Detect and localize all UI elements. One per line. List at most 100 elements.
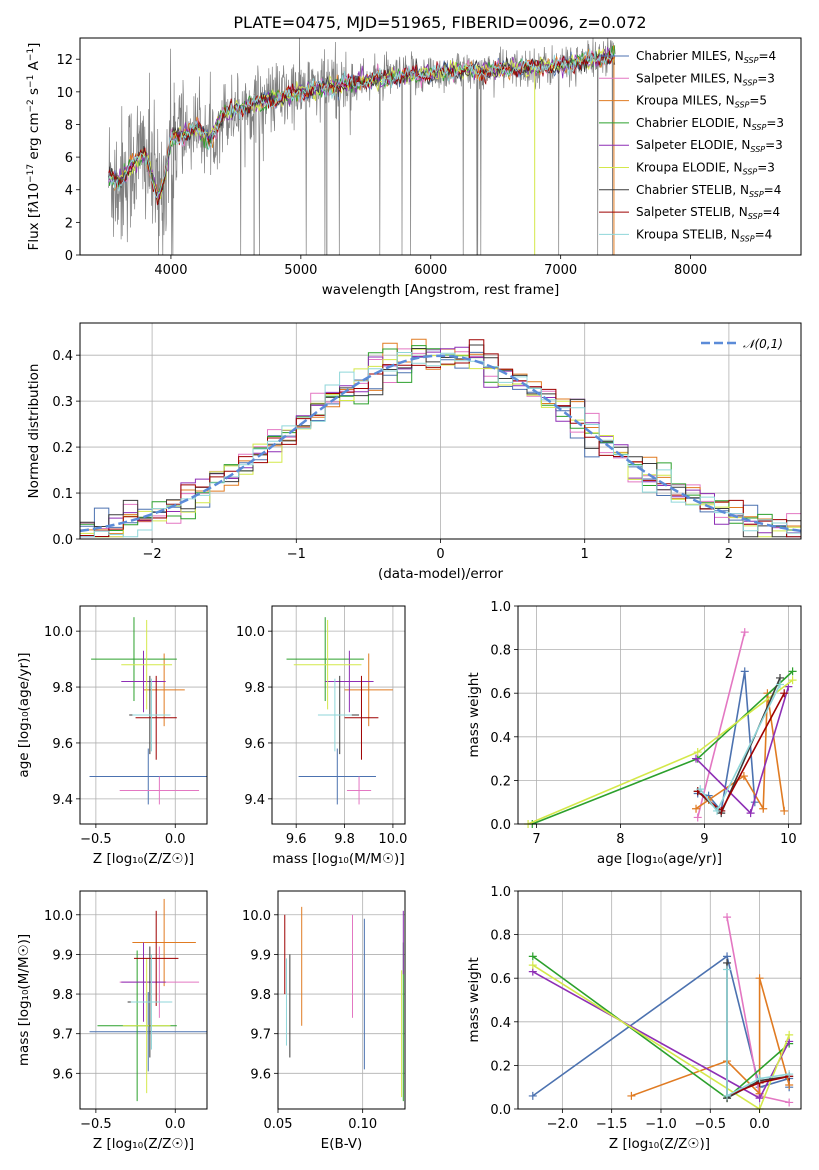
panels: 4000 5000 6000 7000 8000024681012wavelength … [16, 37, 802, 1152]
x-axis-label: Z [log₁₀(Z/Z☉)] [93, 1136, 194, 1152]
x-tick-label: 9 [700, 832, 708, 847]
y-tick-label: 9.8 [244, 681, 265, 696]
weight-marker [723, 1091, 732, 1100]
legend-text: Chabrier MILES, N [636, 49, 744, 63]
y-axis-label: mass weight [466, 957, 482, 1042]
model-spectrum [108, 48, 616, 199]
weight-marker [528, 952, 537, 961]
y-tick-label: 9.7 [250, 1028, 271, 1043]
y-tick-label: 9.9 [52, 948, 73, 963]
x-tick-label: 0.10 [348, 1117, 377, 1132]
y-tick-label: 10.0 [44, 909, 73, 924]
weight-marker [759, 804, 768, 813]
x-tick-label: 9.8 [334, 832, 355, 847]
axes-frame [79, 37, 802, 256]
y-axis-label: mass weight [466, 672, 482, 757]
y-tick-label: 0.8 [490, 929, 511, 944]
weight-marker [780, 806, 789, 815]
legend-subscript: SSP [743, 168, 758, 177]
legend-text: Salpeter ELODIE, N [636, 138, 750, 152]
x-axis-label: (data-model)/error [378, 566, 504, 582]
y-tick-label: 0.0 [490, 818, 511, 833]
x-tick-label: 5000 [284, 263, 317, 278]
x-tick-label: −0.5 [80, 832, 112, 847]
legend-entry: Kroupa MILES, NSSP=5 [636, 94, 767, 110]
y-tick-label: 0.2 [490, 1059, 511, 1074]
legend-text: Kroupa ELODIE, N [636, 161, 743, 175]
weight-marker [746, 809, 755, 818]
y-tick-label: 0.1 [52, 487, 73, 502]
x-tick-label: 6000 [414, 263, 447, 278]
y-tick-label: 1.0 [490, 885, 511, 900]
x-axis-label: age [log₁₀(age/yr)] [597, 851, 722, 867]
axes-frame [517, 890, 802, 1110]
axes-frame [79, 605, 208, 825]
legend-text: =3 [757, 71, 775, 85]
axes-frame [271, 605, 406, 825]
x-axis-label: wavelength [Angstrom, rest frame] [322, 282, 560, 298]
x-tick-label: 1 [581, 547, 589, 562]
x-tick-label: 8000 [674, 263, 707, 278]
y-tick-label: 4 [65, 184, 73, 199]
x-axis-label: mass [log₁₀(M/M☉)] [272, 851, 404, 867]
legend-subscript: SSP [750, 145, 765, 154]
weight-marker [755, 1094, 764, 1103]
y-tick-label: 9.6 [244, 737, 265, 752]
y-axis-label-part: λ [26, 200, 42, 209]
y-axis-label: Normed distribution [26, 364, 42, 499]
y-tick-label: 0.4 [490, 1016, 511, 1031]
y-axis-label-part: −1 [26, 75, 36, 88]
legend-entry: Kroupa STELIB, NSSP=4 [636, 227, 772, 243]
x-tick-label: −0.5 [694, 1117, 726, 1132]
weight-marker [723, 913, 732, 922]
legend-subscript: SSP [749, 190, 764, 199]
legend-text: =4 [764, 183, 782, 197]
y-tick-label: 0 [65, 249, 73, 264]
weight-marker [696, 785, 705, 794]
y-axis-label-part: 10 [26, 183, 42, 200]
legend-subscript: SSP [735, 101, 750, 110]
Z-mass-plot [89, 898, 207, 1102]
x-tick-label: −0.5 [80, 1117, 112, 1132]
x-tick-label: 7000 [544, 263, 577, 278]
y-tick-label: 0.2 [490, 774, 511, 789]
normal-curve [80, 354, 801, 533]
weight-marker [755, 974, 764, 983]
weight-marker [740, 667, 749, 676]
y-tick-label: 0.4 [490, 731, 511, 746]
axes-frame [277, 890, 406, 1110]
y-tick-label: 2 [65, 216, 73, 231]
legend-entry: Chabrier MILES, NSSP=4 [636, 49, 776, 65]
x-axis-label: Z [log₁₀(Z/Z☉)] [93, 851, 194, 867]
y-tick-label: 9.9 [250, 948, 271, 963]
x-tick-label: −1 [287, 547, 306, 562]
y-tick-label: 9.6 [52, 1067, 73, 1082]
axes-frame [79, 890, 208, 1110]
weight-marker [788, 667, 797, 676]
legend-text: =3 [757, 161, 775, 175]
y-tick-label: 9.4 [52, 793, 73, 808]
x-axis-label: Z [log₁₀(Z/Z☉)] [609, 1136, 710, 1152]
x-tick-label: 9.6 [286, 832, 307, 847]
y-axis-label: age [log₁₀(age/yr)] [16, 652, 32, 777]
legend-text: Kroupa MILES, N [636, 94, 735, 108]
spectrum-panel: 4000 5000 6000 7000 8000 0 2 4 6 8 10 12 wavelength … [26, 37, 802, 298]
y-tick-label: 6 [65, 151, 73, 166]
weight-marker [692, 804, 701, 813]
x-tick-label: 4000 [154, 263, 187, 278]
x-tick-label: 10.0 [378, 832, 407, 847]
y-axis-label: mass [log₁₀(M/M☉)] [16, 934, 32, 1066]
legend-entry: Salpeter ELODIE, NSSP=3 [636, 138, 783, 154]
y-axis-label-part: A [26, 60, 42, 74]
weight-line [697, 692, 785, 813]
x-tick-label: 2 [725, 547, 733, 562]
weight-marker [785, 1030, 794, 1039]
weight-marker [780, 689, 789, 698]
weight-marker [740, 628, 749, 637]
y-axis-label-part: −2 [26, 99, 36, 112]
legend-subscript: SSP [743, 78, 758, 87]
x-tick-label: −2.0 [547, 1117, 579, 1132]
spectrum-plot [108, 38, 616, 255]
weight-marker [785, 1098, 794, 1107]
